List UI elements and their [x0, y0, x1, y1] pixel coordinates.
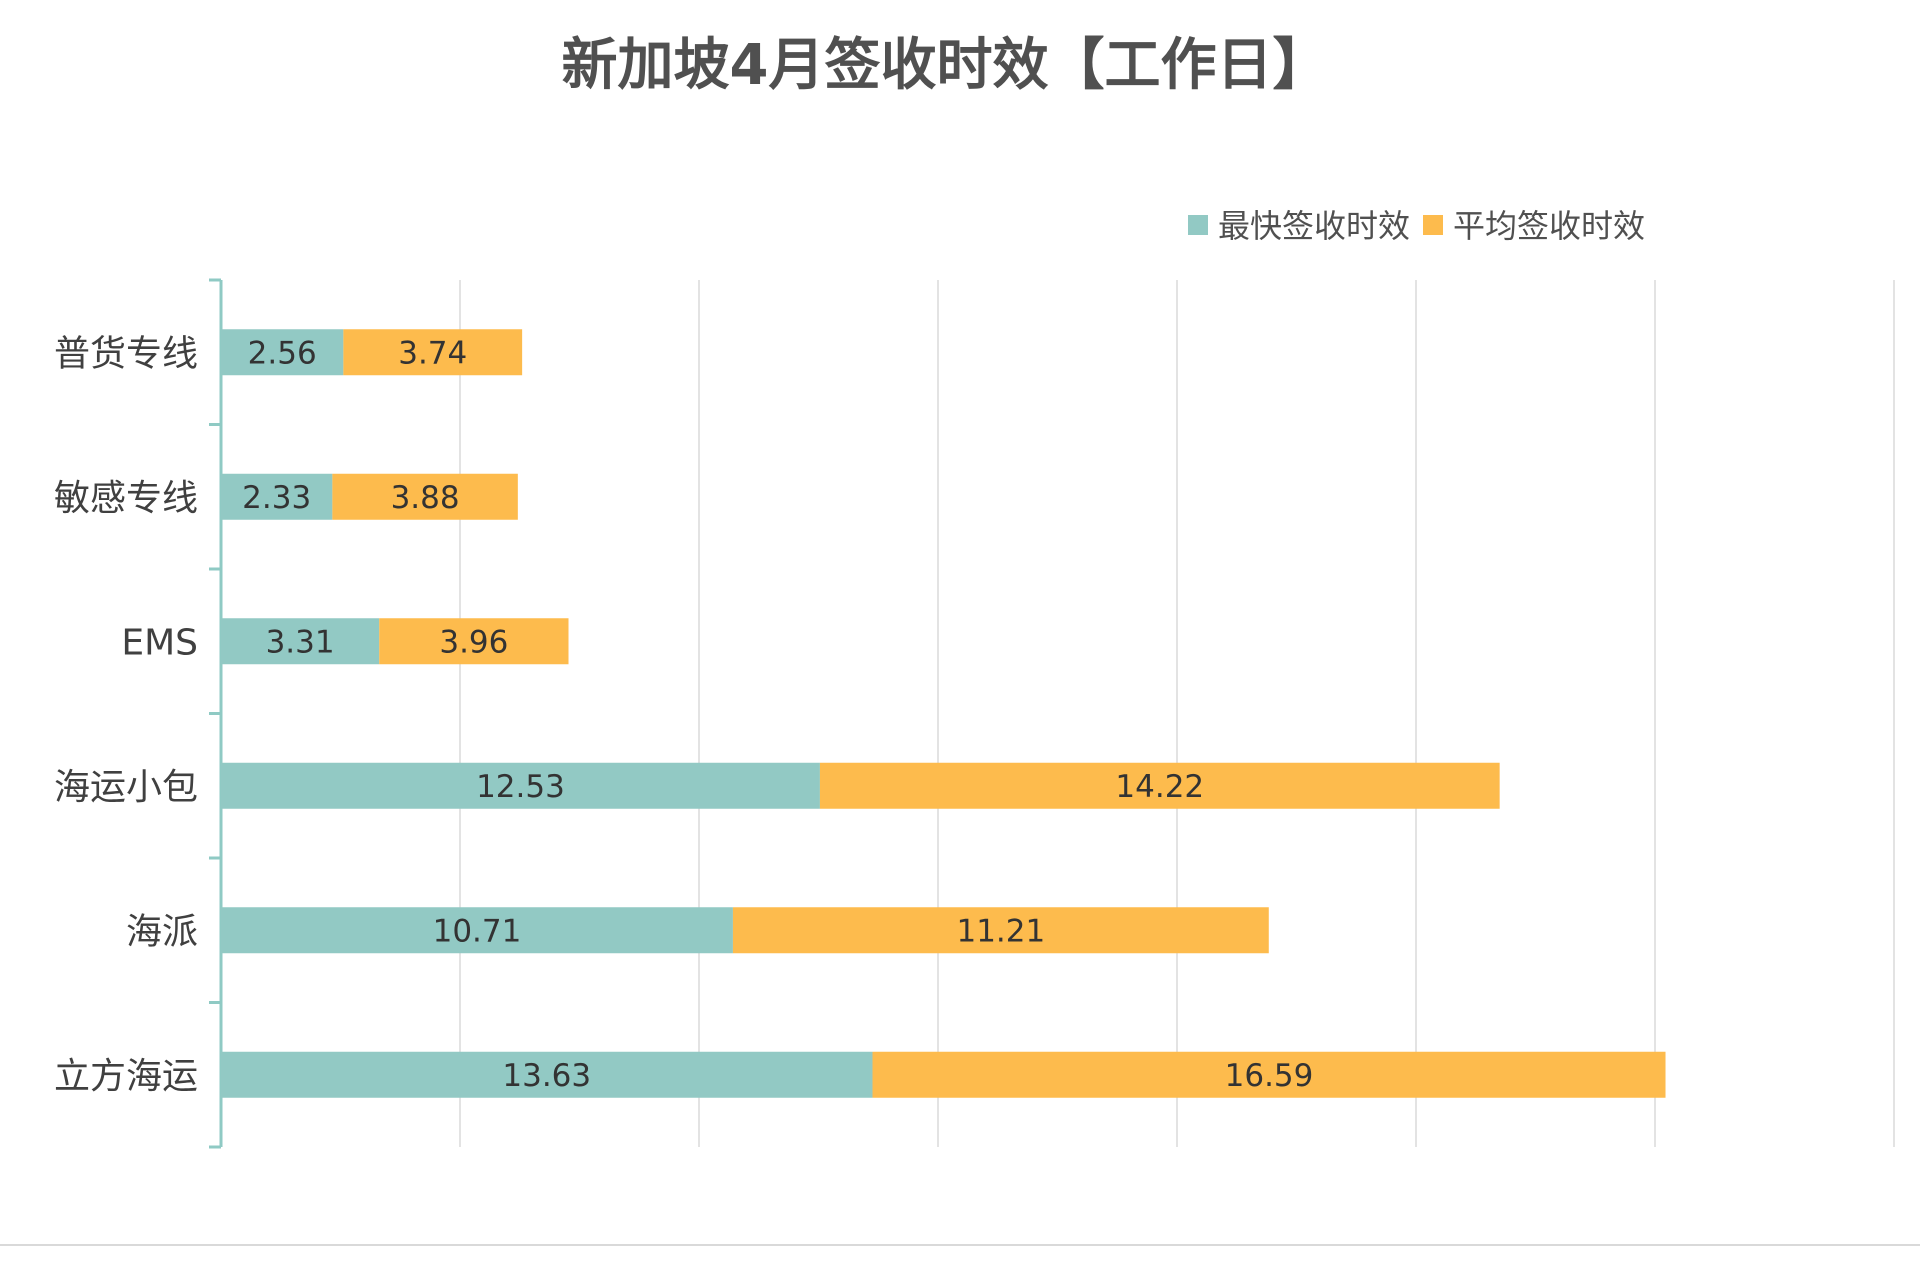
category-label: 海运小包 [54, 767, 198, 808]
bar-average [379, 618, 569, 665]
data-labels: 2.56 3.74 2.33 3.88 3.31 3.96 12.53 14.22 10.71 1… [242, 335, 1313, 1094]
data-label: 13.63 [502, 1058, 591, 1094]
legend-label: 最快签收时效 [1218, 207, 1410, 245]
bar-fastest [221, 618, 380, 665]
gridlines [459, 280, 1895, 1147]
bar-fastest [221, 907, 733, 954]
legend-label: 平均签收时效 [1453, 207, 1645, 245]
bar-fastest [221, 762, 820, 809]
bar-fastest [221, 473, 333, 520]
data-label: 12.53 [476, 769, 565, 805]
legend-swatch [1188, 215, 1208, 235]
category-axis [209, 278, 223, 1149]
category-label: 海派 [126, 911, 198, 952]
category-label: 立方海运 [54, 1056, 198, 1097]
bar-average [872, 1051, 1666, 1098]
bar-fastest [221, 1051, 873, 1098]
legend-swatch [1423, 215, 1443, 235]
bar-average [332, 473, 518, 520]
data-label: 3.31 [266, 624, 335, 660]
chart-title: 新加坡4月签收时效【工作日】 [562, 33, 1329, 98]
bar-average [819, 762, 1500, 809]
category-label: 敏感专线 [54, 478, 198, 519]
category-label: EMS [121, 622, 198, 663]
data-label: 3.74 [398, 335, 467, 371]
bar-average [732, 907, 1269, 954]
data-label: 3.96 [439, 624, 508, 660]
data-label: 3.88 [391, 480, 460, 516]
data-label: 2.56 [248, 335, 317, 371]
data-label: 11.21 [956, 913, 1045, 949]
data-label: 16.59 [1225, 1058, 1314, 1094]
category-label: 普货专线 [54, 333, 198, 374]
legend: 最快签收时效 平均签收时效 [1188, 207, 1645, 245]
bar-fastest [221, 329, 344, 376]
bar-average [343, 329, 523, 376]
data-label: 14.22 [1115, 769, 1204, 805]
data-label: 10.71 [433, 913, 522, 949]
bars [221, 329, 1666, 1098]
data-label: 2.33 [242, 480, 311, 516]
